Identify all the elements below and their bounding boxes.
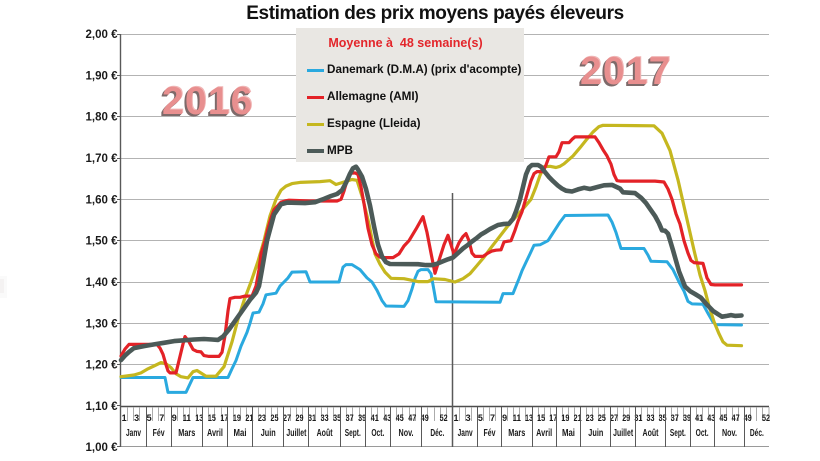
svg-text:1,70 €: 1,70 € <box>86 153 119 165</box>
svg-text:29: 29 <box>622 413 630 423</box>
svg-text:15: 15 <box>208 413 216 423</box>
svg-text:27: 27 <box>283 413 291 423</box>
svg-text:Juillet: Juillet <box>613 428 633 439</box>
svg-text:7: 7 <box>490 413 495 423</box>
svg-text:2,00 €: 2,00 € <box>86 29 119 41</box>
svg-text:1,40 €: 1,40 € <box>86 277 119 289</box>
svg-text:47: 47 <box>732 413 740 423</box>
svg-text:1: 1 <box>122 413 127 423</box>
svg-text:Août: Août <box>643 428 659 439</box>
svg-text:5: 5 <box>147 413 152 423</box>
svg-text:1,60 €: 1,60 € <box>86 194 119 206</box>
svg-text:15: 15 <box>537 413 545 423</box>
svg-text:Oct.: Oct. <box>696 428 709 439</box>
svg-text:Déc.: Déc. <box>750 428 764 439</box>
svg-text:Nov.: Nov. <box>399 428 414 439</box>
svg-text:31: 31 <box>308 413 316 423</box>
svg-text:Avril: Avril <box>536 428 552 439</box>
svg-text:45: 45 <box>719 413 727 423</box>
svg-text:7: 7 <box>159 413 164 423</box>
svg-text:25: 25 <box>598 413 606 423</box>
svg-text:52: 52 <box>762 413 770 423</box>
svg-text:Sept.: Sept. <box>670 428 686 439</box>
svg-text:43: 43 <box>383 413 391 423</box>
svg-text:13: 13 <box>195 413 203 423</box>
svg-text:Nov.: Nov. <box>722 428 737 439</box>
svg-text:49: 49 <box>744 413 752 423</box>
svg-text:11: 11 <box>183 413 191 423</box>
svg-text:13: 13 <box>525 413 533 423</box>
svg-text:Août: Août <box>317 428 333 439</box>
svg-text:33: 33 <box>647 413 655 423</box>
svg-text:Fév: Fév <box>153 428 165 439</box>
svg-text:52: 52 <box>440 413 448 423</box>
svg-text:21: 21 <box>574 413 582 423</box>
svg-text:45: 45 <box>396 413 404 423</box>
svg-text:Juin: Juin <box>261 428 276 439</box>
svg-text:Juillet: Juillet <box>286 428 306 439</box>
svg-text:Mars: Mars <box>508 428 525 439</box>
svg-text:29: 29 <box>296 413 304 423</box>
svg-text:1,30 €: 1,30 € <box>86 318 119 330</box>
svg-text:1,50 €: 1,50 € <box>86 236 119 248</box>
svg-text:Mars: Mars <box>178 428 195 439</box>
svg-text:43: 43 <box>707 413 715 423</box>
svg-text:Mai: Mai <box>234 428 247 439</box>
svg-text:Mai: Mai <box>562 428 575 439</box>
svg-text:17: 17 <box>220 413 228 423</box>
svg-text:47: 47 <box>408 413 416 423</box>
svg-text:39: 39 <box>358 413 366 423</box>
svg-text:5: 5 <box>478 413 483 423</box>
svg-text:Sept.: Sept. <box>345 428 361 439</box>
svg-text:1,90 €: 1,90 € <box>86 70 119 82</box>
svg-text:49: 49 <box>421 413 429 423</box>
svg-text:3: 3 <box>466 413 471 423</box>
svg-text:Janv: Janv <box>126 428 141 439</box>
svg-text:Fév: Fév <box>483 428 495 439</box>
svg-text:9: 9 <box>172 413 177 423</box>
svg-text:Juin: Juin <box>588 428 603 439</box>
svg-text:11: 11 <box>513 413 521 423</box>
svg-text:1,80 €: 1,80 € <box>86 112 119 124</box>
svg-text:33: 33 <box>321 413 329 423</box>
svg-text:1,00 €: 1,00 € <box>86 442 119 454</box>
svg-text:31: 31 <box>634 413 642 423</box>
svg-text:1: 1 <box>454 413 459 423</box>
svg-text:25: 25 <box>270 413 278 423</box>
svg-text:Avril: Avril <box>207 428 223 439</box>
svg-text:23: 23 <box>586 413 594 423</box>
svg-text:Déc.: Déc. <box>430 428 444 439</box>
svg-text:9: 9 <box>502 413 507 423</box>
svg-text:39: 39 <box>683 413 691 423</box>
svg-text:37: 37 <box>346 413 354 423</box>
svg-text:Oct.: Oct. <box>371 428 384 439</box>
svg-text:35: 35 <box>333 413 341 423</box>
svg-text:19: 19 <box>561 413 569 423</box>
svg-text:19: 19 <box>233 413 241 423</box>
svg-text:Janv: Janv <box>458 428 473 439</box>
svg-text:41: 41 <box>695 413 703 423</box>
svg-text:1,10 €: 1,10 € <box>86 401 119 413</box>
svg-text:21: 21 <box>245 413 253 423</box>
svg-text:1,20 €: 1,20 € <box>86 360 119 372</box>
svg-text:17: 17 <box>549 413 557 423</box>
svg-text:41: 41 <box>371 413 379 423</box>
svg-text:27: 27 <box>610 413 618 423</box>
svg-text:35: 35 <box>659 413 667 423</box>
svg-text:3: 3 <box>134 413 139 423</box>
svg-text:23: 23 <box>258 413 266 423</box>
svg-text:37: 37 <box>671 413 679 423</box>
